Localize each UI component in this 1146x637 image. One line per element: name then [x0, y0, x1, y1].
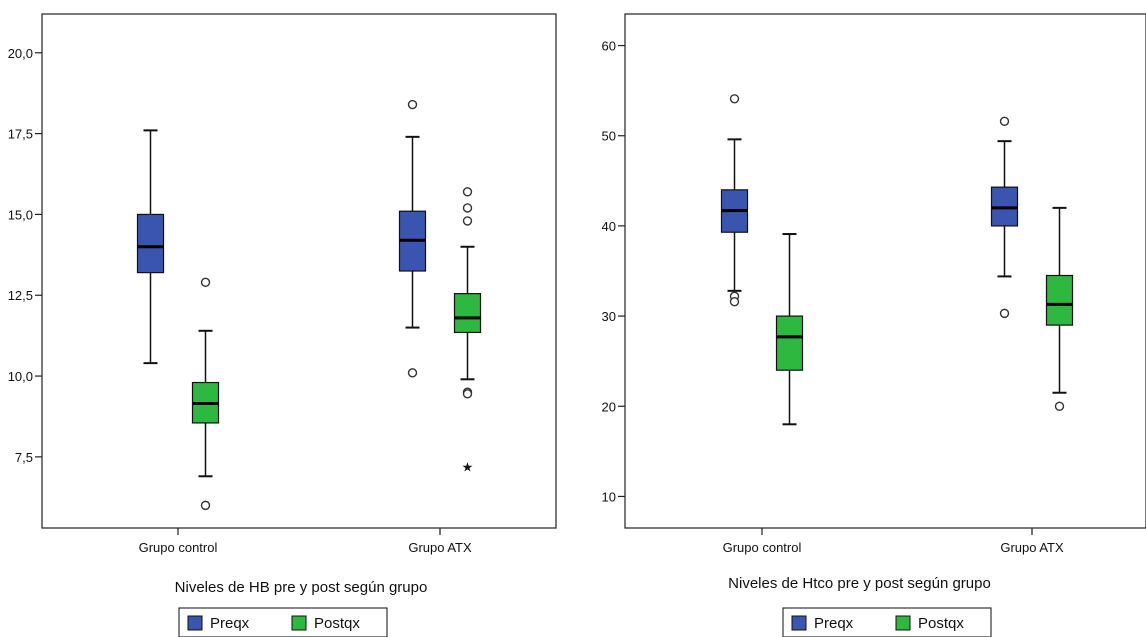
legend-frame	[178, 607, 388, 637]
x-axis-title: Niveles de Htco pre y post según grupo	[728, 575, 991, 592]
x-tick-label: Grupo control	[139, 540, 218, 555]
box-preqx	[990, 116, 1019, 319]
outlier-point	[462, 389, 473, 399]
iqr-box	[136, 213, 165, 274]
x-tick-label: Grupo ATX	[1000, 540, 1064, 555]
outlier-point	[999, 116, 1010, 127]
outlier-point	[729, 94, 740, 104]
legend: Preqx Postqx	[178, 607, 388, 637]
outlier-point	[407, 99, 418, 110]
legend-label-preqx: Preqx	[814, 615, 854, 632]
box-preqx	[398, 99, 427, 378]
legend-swatch-preqx	[187, 615, 203, 631]
legend-label-preqx: Preqx	[210, 615, 250, 632]
y-tick-label: 10,0	[8, 369, 33, 384]
legend-swatch-postqx	[291, 615, 307, 631]
plot-frame	[624, 13, 1146, 529]
x-tick-label: Grupo ATX	[408, 540, 472, 555]
y-tick-label: 40	[602, 219, 616, 234]
box-postqx	[775, 233, 804, 426]
box-postqx	[1045, 206, 1074, 411]
outlier-point	[462, 187, 473, 197]
outlier-point	[200, 500, 211, 511]
outlier-point	[407, 368, 418, 378]
legend-label-postqx: Postqx	[918, 615, 964, 632]
y-tick-label: 12,5	[8, 288, 33, 303]
legend-label-postqx: Postqx	[314, 615, 360, 632]
htco-chart: 10 20 30 40 50 60 Grupo control Grupo ATX Nivele…	[602, 13, 1146, 637]
outlier-point	[729, 296, 740, 307]
legend-frame	[782, 607, 992, 637]
y-tick-label: 20	[602, 399, 616, 414]
outlier-point	[200, 277, 211, 288]
plot-frame	[41, 13, 557, 529]
y-tick-label: 30	[602, 309, 616, 324]
y-tick-label: 15,0	[8, 207, 33, 222]
outlier-point	[462, 216, 473, 226]
x-tick-label: Grupo control	[723, 540, 802, 555]
box-postqx: ★	[453, 187, 482, 475]
extreme-point: ★	[462, 460, 474, 475]
outlier-point	[999, 308, 1010, 319]
box-preqx	[136, 129, 165, 365]
outlier-point	[462, 203, 473, 213]
y-tick-label: 60	[602, 39, 616, 54]
outlier-point	[1054, 401, 1065, 411]
hb-chart: 7,5 10,0 12,5 15,0 17,5 20,0 Grupo control Grup…	[8, 13, 557, 637]
y-tick-label: 17,5	[8, 127, 33, 142]
box-preqx	[720, 94, 749, 307]
iqr-box	[775, 315, 804, 371]
legend-swatch-postqx	[895, 615, 911, 631]
iqr-box	[1045, 274, 1074, 326]
x-axis-title: Niveles de HB pre y post según grupo	[175, 579, 428, 596]
y-tick-label: 10	[602, 489, 616, 504]
legend: Preqx Postqx	[782, 607, 992, 637]
y-tick-label: 20,0	[8, 46, 33, 61]
y-tick-label: 50	[602, 129, 616, 144]
iqr-box	[453, 293, 482, 334]
y-tick-label: 7,5	[15, 450, 33, 465]
legend-swatch-preqx	[791, 615, 807, 631]
box-postqx	[191, 277, 220, 511]
